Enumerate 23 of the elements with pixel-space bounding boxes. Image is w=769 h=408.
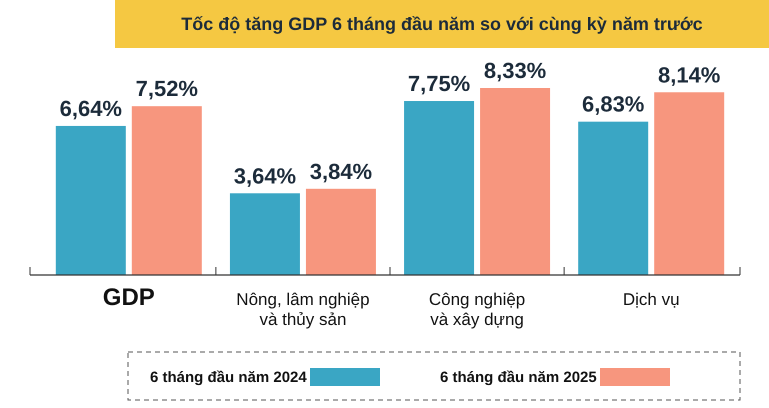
x-tick-label: Nông, lâm nghiệp và thủy sản [236,290,370,329]
bar [578,122,648,275]
x-tick-label: GDP [102,284,155,311]
legend-label: 6 tháng đầu năm 2025 [440,369,597,386]
bar [404,101,474,275]
data-label: 6,83% [582,92,644,117]
data-label: 8,33% [484,58,546,83]
bar [132,106,202,275]
data-label: 8,14% [658,62,720,88]
bar [230,193,300,275]
bar [480,88,550,275]
data-label: 7,75% [408,71,470,96]
data-label: 7,52% [136,76,198,102]
data-label: 3,84% [310,158,372,184]
data-label: 6,64% [60,96,122,121]
x-tick-label: Công nghiệp và xây dựng [428,290,526,329]
bar [654,92,724,275]
bar [306,188,376,275]
legend-label: 6 tháng đầu năm 2024 [150,369,308,386]
data-label: 3,64% [234,163,296,188]
x-tick-label: Dịch vụ [622,290,680,309]
bar [56,126,126,275]
chart-title: Tốc độ tăng GDP 6 tháng đầu năm so với cùng kỳ năm trước [181,14,703,34]
